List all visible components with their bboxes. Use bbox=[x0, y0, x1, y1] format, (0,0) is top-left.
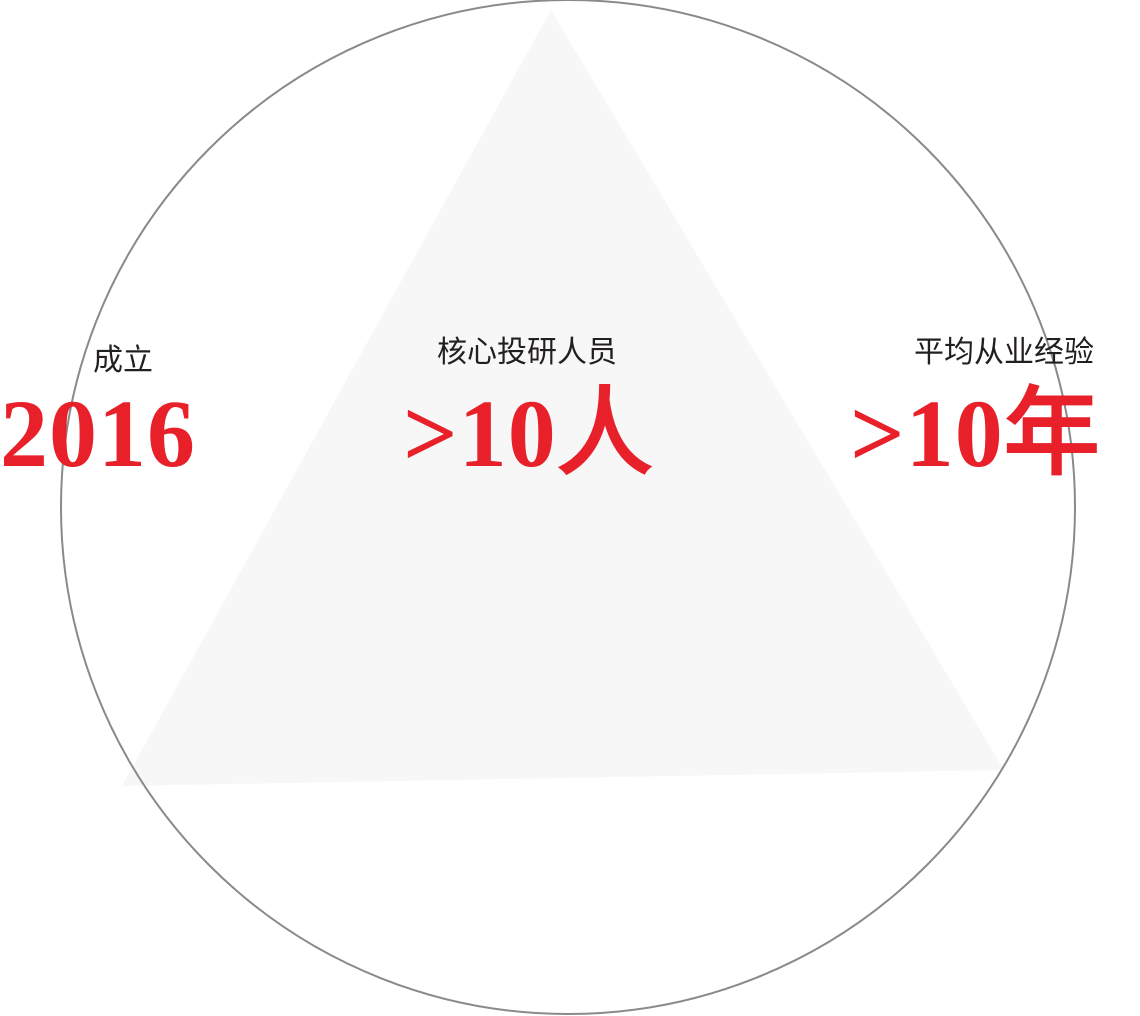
founded-label: 成立 bbox=[93, 343, 153, 378]
core-researchers-value: >10人 bbox=[403, 380, 654, 487]
outline-circle bbox=[60, 0, 1076, 1015]
avg-experience-value: >10年 bbox=[850, 380, 1101, 487]
core-researchers-label: 核心投研人员 bbox=[437, 335, 617, 370]
avg-experience-label: 平均从业经验 bbox=[914, 335, 1094, 370]
founded-value: 2016 bbox=[0, 380, 196, 487]
background-triangle bbox=[122, 10, 1004, 786]
